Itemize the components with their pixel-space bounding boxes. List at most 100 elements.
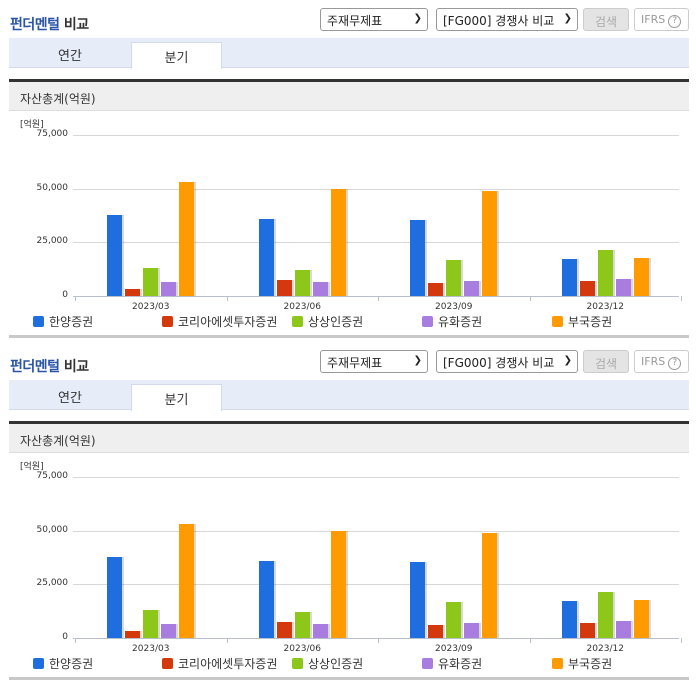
tab-annual[interactable]: 연간 — [58, 391, 82, 406]
bar[interactable] — [330, 188, 346, 296]
bar[interactable] — [161, 282, 177, 296]
legend-label: 부국증권 — [568, 315, 613, 329]
ifrs-label: IFRS — [641, 355, 666, 368]
bar[interactable] — [561, 258, 577, 296]
tab-quarterly[interactable]: 분기 — [131, 384, 222, 411]
legend-item[interactable]: 부국증권 — [552, 313, 612, 330]
y-unit-label: [억원] — [20, 462, 44, 472]
bar[interactable] — [330, 530, 346, 638]
gridline — [73, 188, 679, 190]
bar[interactable] — [125, 630, 141, 638]
bar[interactable] — [179, 523, 195, 638]
bar[interactable] — [579, 280, 595, 296]
legend-swatch — [292, 316, 303, 327]
tab-quarterly[interactable]: 분기 — [131, 42, 222, 69]
section-divider — [9, 335, 689, 338]
y-tick-label: 25,000 — [36, 236, 69, 247]
bar[interactable] — [161, 624, 177, 638]
bar[interactable] — [615, 278, 631, 296]
period-tabs: 연간 분기 — [9, 38, 689, 69]
legend-item[interactable]: 상상인증권 — [292, 655, 363, 672]
chart-legend: 한양증권 코리아에셋투자증권 상상인증권 유화증권 부국증권 — [0, 313, 696, 329]
legend-label: 한양증권 — [49, 315, 94, 329]
section-title: 펀더멘털 비교 — [10, 14, 89, 34]
bar[interactable] — [615, 620, 631, 638]
legend-swatch — [552, 316, 563, 327]
period-tabs: 연간 분기 — [9, 380, 689, 411]
bar[interactable] — [107, 556, 123, 638]
bar[interactable] — [312, 282, 328, 296]
legend-item[interactable]: 코리아에셋투자증권 — [162, 313, 277, 330]
bar[interactable] — [294, 269, 310, 296]
legend-item[interactable]: 코리아에셋투자증권 — [162, 655, 277, 672]
bar[interactable] — [597, 249, 613, 296]
bar[interactable] — [482, 190, 498, 296]
bar[interactable] — [428, 625, 444, 638]
x-tick — [75, 296, 76, 301]
group-select[interactable]: [FG000] 경쟁사 비교 ❯ — [436, 350, 578, 373]
legend-item[interactable]: 부국증권 — [552, 655, 612, 672]
legend-label: 한양증권 — [49, 657, 94, 671]
bar[interactable] — [258, 218, 274, 296]
bar[interactable] — [464, 622, 480, 638]
statement-select-value: 주재무제표 — [327, 14, 383, 28]
bar[interactable] — [294, 611, 310, 638]
group-select[interactable]: [FG000] 경쟁사 비교 ❯ — [436, 8, 578, 31]
ifrs-help-button[interactable]: IFRS? — [634, 8, 689, 31]
y-tick-label: 75,000 — [36, 129, 69, 139]
legend-label: 코리아에셋투자증권 — [178, 315, 278, 329]
ifrs-help-button[interactable]: IFRS? — [634, 350, 689, 373]
bar[interactable] — [143, 610, 159, 638]
legend-item[interactable]: 상상인증권 — [292, 313, 363, 330]
bar[interactable] — [446, 259, 462, 296]
bar[interactable] — [464, 280, 480, 296]
legend-swatch — [162, 658, 173, 669]
search-button[interactable]: 검색 — [583, 8, 629, 31]
legend-swatch — [33, 316, 44, 327]
bar[interactable] — [579, 622, 595, 638]
legend-item[interactable]: 유화증권 — [422, 313, 482, 330]
bar[interactable] — [446, 601, 462, 638]
bar[interactable] — [276, 621, 292, 638]
x-tick — [529, 296, 531, 301]
x-tick — [226, 638, 228, 643]
bar[interactable] — [428, 283, 444, 296]
legend-swatch — [422, 658, 433, 669]
bar[interactable] — [633, 599, 649, 638]
bar-chart: 75,000 50,000 25,000 0 2023/03 2023/06 2023/09… — [36, 129, 682, 312]
bar[interactable] — [107, 214, 123, 296]
bar[interactable] — [561, 600, 577, 638]
bar[interactable] — [597, 591, 613, 638]
bar[interactable] — [258, 560, 274, 638]
bar[interactable] — [125, 288, 141, 296]
y-tick-label: 0 — [62, 632, 68, 642]
bar[interactable] — [276, 279, 292, 296]
x-axis — [73, 296, 679, 297]
legend-label: 상상인증권 — [308, 657, 364, 671]
x-tick-label: 2023/12 — [586, 302, 624, 312]
tab-annual[interactable]: 연간 — [58, 49, 82, 64]
x-tick — [75, 638, 76, 643]
bar[interactable] — [312, 624, 328, 638]
bar[interactable] — [410, 219, 426, 296]
x-tick-label: 2023/06 — [283, 302, 321, 312]
bar[interactable] — [410, 561, 426, 638]
group-select-value: [FG000] 경쟁사 비교 — [443, 14, 555, 28]
chart-title: 자산총계(억원) — [9, 421, 689, 453]
legend-label: 유화증권 — [438, 315, 483, 329]
statement-select[interactable]: 주재무제표 ❯ — [320, 8, 428, 31]
search-button[interactable]: 검색 — [583, 350, 629, 373]
legend-item[interactable]: 한양증권 — [33, 313, 93, 330]
bar[interactable] — [143, 268, 159, 296]
legend-item[interactable]: 유화증권 — [422, 655, 482, 672]
x-axis — [73, 638, 679, 639]
legend-label: 상상인증권 — [308, 315, 364, 329]
statement-select[interactable]: 주재무제표 ❯ — [320, 350, 428, 373]
bar[interactable] — [179, 181, 195, 296]
legend-label: 코리아에셋투자증권 — [178, 657, 278, 671]
bar[interactable] — [482, 532, 498, 638]
bar[interactable] — [633, 257, 649, 296]
legend-item[interactable]: 한양증권 — [33, 655, 93, 672]
y-tick-label: 50,000 — [36, 182, 69, 193]
statement-select-value: 주재무제표 — [327, 356, 383, 370]
